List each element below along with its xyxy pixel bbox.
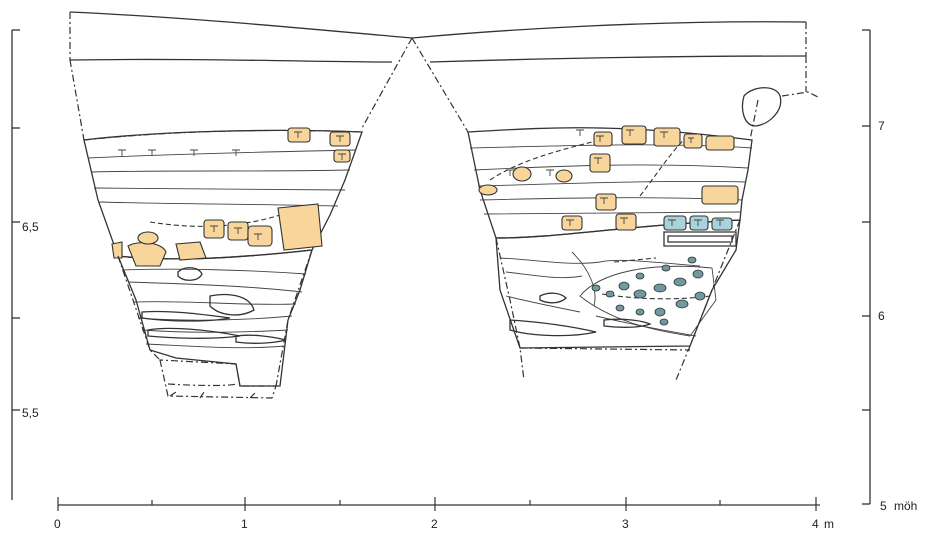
right-axis-unit: möh	[894, 499, 917, 513]
x-tick-2: 2	[431, 517, 438, 531]
right-tick-5: 5	[880, 499, 887, 513]
right-tick-6: 6	[878, 309, 885, 323]
x-tick-4: 4	[812, 517, 819, 531]
left-clay-layer	[116, 249, 313, 387]
right-clay-layer	[495, 219, 741, 349]
left-elevation-axis: 6,5 5,5	[11, 29, 39, 500]
left-trench	[69, 37, 413, 399]
tree-stump	[741, 87, 782, 127]
right-elevation-axis: 7 6 5 möh	[862, 29, 917, 513]
right-tick-7: 7	[878, 119, 885, 133]
x-axis-unit: m	[824, 517, 834, 531]
distance-axis: 0 1 2 3 4 m	[54, 497, 834, 531]
x-tick-1: 1	[241, 517, 248, 531]
left-tick-5-5: 5,5	[22, 406, 39, 420]
x-tick-0: 0	[54, 517, 61, 531]
ground-surface	[69, 11, 807, 63]
left-tick-6-5: 6,5	[22, 220, 39, 234]
right-trench	[411, 37, 821, 381]
x-tick-3: 3	[622, 517, 629, 531]
gravel-clasts	[591, 256, 706, 326]
